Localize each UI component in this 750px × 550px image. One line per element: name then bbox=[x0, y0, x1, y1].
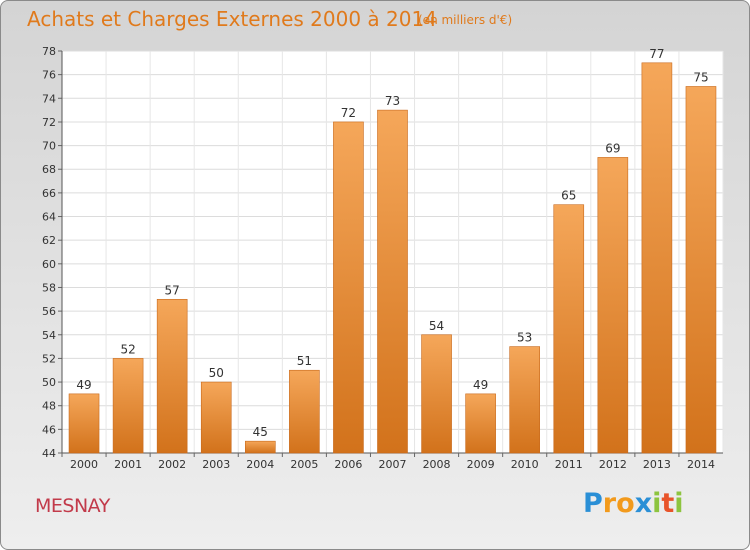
x-tick-label: 2005 bbox=[290, 458, 318, 471]
y-tick-label: 44 bbox=[42, 447, 56, 460]
logo-letter: r bbox=[602, 488, 617, 519]
bar-2004 bbox=[245, 440, 276, 454]
town-name: MESNAY bbox=[35, 495, 110, 517]
x-tick-label: 2004 bbox=[246, 458, 274, 471]
data-label: 77 bbox=[649, 47, 664, 61]
bars bbox=[68, 62, 717, 454]
y-tick-label: 64 bbox=[42, 211, 56, 224]
y-tick-label: 46 bbox=[42, 423, 56, 436]
y-tick-label: 50 bbox=[42, 376, 56, 389]
chart-subtitle: (en milliers d'€) bbox=[418, 13, 513, 27]
logo-letter: P bbox=[583, 488, 603, 519]
y-tick-label: 74 bbox=[42, 92, 56, 105]
bar-2010 bbox=[509, 346, 541, 454]
bar-2013 bbox=[641, 62, 673, 454]
bar-2000 bbox=[68, 393, 100, 454]
bar-2005 bbox=[289, 369, 320, 454]
data-labels: 49 52 57 50 45 51 72 73 54 49 53 65 69 77 75 bbox=[76, 47, 708, 439]
y-tick-label: 56 bbox=[42, 305, 56, 318]
proxiti-logo[interactable]: Proxiti bbox=[583, 488, 684, 519]
bar-2001 bbox=[112, 358, 144, 454]
bar-2006 bbox=[333, 121, 364, 454]
x-tick-label: 2006 bbox=[334, 458, 362, 471]
bar-2009 bbox=[465, 393, 496, 454]
y-tick-label: 48 bbox=[42, 400, 56, 413]
x-tick-label: 2001 bbox=[114, 458, 142, 471]
data-label: 51 bbox=[297, 354, 312, 368]
data-label: 69 bbox=[605, 141, 620, 155]
y-tick-label: 54 bbox=[42, 329, 56, 342]
logo-letter: x bbox=[634, 488, 653, 519]
bar-2003 bbox=[200, 381, 232, 454]
x-tick-label: 2011 bbox=[555, 458, 583, 471]
y-tick-label: 70 bbox=[42, 140, 56, 153]
data-label: 75 bbox=[693, 70, 708, 84]
data-label: 50 bbox=[209, 366, 224, 380]
y-tick-label: 68 bbox=[42, 163, 56, 176]
data-label: 49 bbox=[473, 378, 488, 392]
chart-title: Achats et Charges Externes 2000 à 2014 bbox=[27, 7, 437, 31]
logo-letter: i bbox=[652, 488, 662, 519]
x-tick-label: 2008 bbox=[423, 458, 451, 471]
y-tick-label: 52 bbox=[42, 352, 56, 365]
logo-letter: o bbox=[616, 488, 635, 519]
bar-2012 bbox=[597, 157, 629, 454]
data-label: 57 bbox=[165, 283, 180, 297]
data-label: 45 bbox=[253, 425, 268, 439]
y-tick-label: 78 bbox=[42, 45, 56, 58]
x-tick-label: 2000 bbox=[70, 458, 98, 471]
x-tick-label: 2009 bbox=[467, 458, 495, 471]
bar-2014 bbox=[685, 86, 717, 454]
bar-2008 bbox=[421, 334, 452, 454]
data-label: 65 bbox=[561, 189, 576, 203]
data-label: 53 bbox=[517, 331, 532, 345]
bar-2007 bbox=[377, 109, 408, 454]
x-tick-label: 2010 bbox=[511, 458, 539, 471]
data-label: 72 bbox=[341, 106, 356, 120]
x-tick-label: 2002 bbox=[158, 458, 186, 471]
bar-2011 bbox=[553, 204, 585, 454]
data-label: 73 bbox=[385, 94, 400, 108]
y-tick-label: 60 bbox=[42, 258, 56, 271]
logo-letter: i bbox=[674, 488, 684, 519]
x-tick-label: 2014 bbox=[687, 458, 715, 471]
data-label: 49 bbox=[76, 378, 91, 392]
x-tick-label: 2007 bbox=[379, 458, 407, 471]
x-tick-label: 2012 bbox=[599, 458, 627, 471]
logo-letter: t bbox=[661, 488, 675, 519]
y-tick-label: 58 bbox=[42, 281, 56, 294]
data-label: 54 bbox=[429, 319, 444, 333]
x-tick-label: 2013 bbox=[643, 458, 671, 471]
y-tick-label: 72 bbox=[42, 116, 56, 129]
bar-2002 bbox=[156, 298, 188, 454]
data-label: 52 bbox=[120, 342, 135, 356]
x-tick-label: 2003 bbox=[202, 458, 230, 471]
y-tick-label: 66 bbox=[42, 187, 56, 200]
y-tick-label: 76 bbox=[42, 69, 56, 82]
axes: 44 46 48 50 52 54 56 58 60 62 64 66 68 70 72 74 76 78 2000… bbox=[42, 45, 723, 471]
y-tick-label: 62 bbox=[42, 234, 56, 247]
